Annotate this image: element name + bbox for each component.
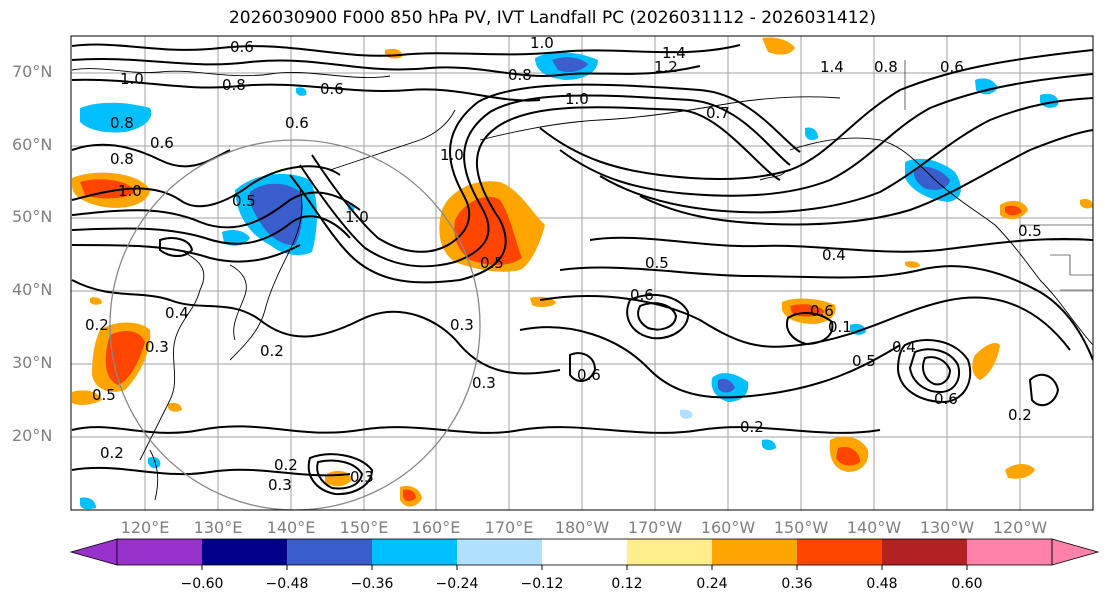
- lon-label: 150°E: [339, 518, 389, 537]
- contour-label: 1.0: [440, 146, 464, 164]
- colorbar-extend-low: [69, 538, 118, 566]
- colorbar-segment: [117, 539, 202, 565]
- colorbar-segment: [967, 539, 1052, 565]
- contour-label: 0.6: [810, 302, 834, 320]
- colorbar-tick-label: 0.12: [611, 576, 643, 592]
- contour-label: 0.8: [508, 66, 532, 84]
- contour-label: 0.5: [232, 192, 256, 210]
- lat-label: 50°N: [12, 207, 53, 226]
- contour-label: 1.0: [565, 90, 589, 108]
- contour-label: 0.3: [350, 468, 374, 486]
- colorbar-segment: [797, 539, 882, 565]
- colorbar-tick-label: −0.36: [350, 576, 394, 592]
- contour-label: 0.6: [320, 80, 344, 98]
- contour-label: 0.8: [874, 58, 898, 76]
- lon-label: 140°E: [266, 518, 316, 537]
- contour-label: 0.5: [852, 352, 876, 370]
- lon-label: 160°E: [411, 518, 461, 537]
- lon-label: 160°W: [700, 518, 756, 537]
- lon-label: 170°E: [484, 518, 534, 537]
- contour-label: 0.1: [828, 318, 852, 336]
- contour-label: 0.6: [577, 366, 601, 384]
- colorbar-segment: [202, 539, 287, 565]
- colorbar-segment: [372, 539, 457, 565]
- contour-label-group: 0.6 1.0 0.8 0.8 0.6 0.6 0.8 1.0 0.6 0.5 …: [85, 34, 1042, 494]
- contour-label: 0.6: [230, 38, 254, 56]
- contour-label: 0.2: [274, 456, 298, 474]
- contour-label: 1.0: [118, 182, 142, 200]
- colorbar-tick-label: −0.24: [435, 576, 479, 592]
- pv-contours: [71, 43, 1093, 496]
- lat-label: 70°N: [12, 62, 53, 81]
- contour-label: 1.0: [345, 208, 369, 226]
- colorbar-tick-label: 0.24: [696, 576, 728, 592]
- colorbar-segment: [287, 539, 372, 565]
- contour-label: 0.5: [92, 386, 116, 404]
- lon-label: 150°W: [773, 518, 829, 537]
- range-ring: [109, 139, 481, 510]
- contour-label: 0.3: [450, 316, 474, 334]
- colorbar-extend-high: [1051, 538, 1100, 566]
- contour-label: 0.5: [1018, 222, 1042, 240]
- contour-label: 0.8: [110, 114, 134, 132]
- contour-label: 0.6: [285, 114, 309, 132]
- contour-label: 0.2: [100, 444, 124, 462]
- contour-label: 1.4: [662, 44, 686, 62]
- lon-label: 130°E: [193, 518, 243, 537]
- contour-label: 0.6: [150, 134, 174, 152]
- contour-label: 0.4: [892, 338, 916, 356]
- colorbar-segment: [542, 539, 627, 565]
- contour-label: 0.3: [472, 374, 496, 392]
- contour-label: 1.4: [820, 58, 844, 76]
- contour-label: 0.6: [934, 390, 958, 408]
- lon-label: 120°W: [992, 518, 1048, 537]
- colorbar-segment: [882, 539, 967, 565]
- contour-label: 0.5: [480, 254, 504, 272]
- contour-label: 0.6: [940, 58, 964, 76]
- lon-label: 180°W: [554, 518, 610, 537]
- contour-label: 0.5: [645, 254, 669, 272]
- lat-label: 30°N: [12, 353, 53, 372]
- lat-label: 40°N: [12, 280, 53, 299]
- lon-label: 140°W: [846, 518, 902, 537]
- colorbar-tick-label: 0.36: [781, 576, 813, 592]
- lon-label: 170°W: [627, 518, 683, 537]
- map-title: 2026030900 F000 850 hPa PV, IVT Landfall…: [228, 8, 876, 28]
- colorbar-segment: [712, 539, 797, 565]
- borders: [904, 60, 1093, 291]
- lon-label: 120°E: [120, 518, 170, 537]
- colorbar-tick-label: 0.48: [866, 576, 898, 592]
- colorbar-tick-label: 0.60: [951, 576, 983, 592]
- contour-label: 1.2: [654, 58, 678, 76]
- contour-label: 0.8: [222, 76, 246, 94]
- lon-label: 130°W: [919, 518, 975, 537]
- lat-label: 20°N: [12, 426, 53, 445]
- contour-label: 0.6: [630, 286, 654, 304]
- contour-label: 0.8: [110, 150, 134, 168]
- map-frame: [70, 35, 1094, 511]
- contour-label: 0.4: [165, 304, 189, 322]
- colorbar-tick-label: −0.48: [265, 576, 309, 592]
- contour-label: 0.3: [268, 476, 292, 494]
- contour-label: 0.2: [85, 316, 109, 334]
- colorbar: [69, 538, 1100, 570]
- contour-label: 1.0: [530, 34, 554, 52]
- contour-label: 0.7: [706, 104, 730, 122]
- contour-label: 0.4: [822, 246, 846, 264]
- contour-label: 0.2: [740, 418, 764, 436]
- positive-shading: [72, 37, 1093, 507]
- colorbar-segment: [627, 539, 712, 565]
- colorbar-tick-label: −0.60: [180, 576, 224, 592]
- colorbar-segment: [457, 539, 542, 565]
- coastlines: [71, 68, 1093, 501]
- contour-label: 1.0: [120, 70, 144, 88]
- colorbar-tick-label: −0.12: [520, 576, 564, 592]
- colorbar-frame: [116, 538, 1053, 566]
- contour-label: 0.2: [1008, 406, 1032, 424]
- lat-label: 60°N: [12, 135, 53, 154]
- contour-label: 0.2: [260, 342, 284, 360]
- contour-label: 0.3: [145, 338, 169, 356]
